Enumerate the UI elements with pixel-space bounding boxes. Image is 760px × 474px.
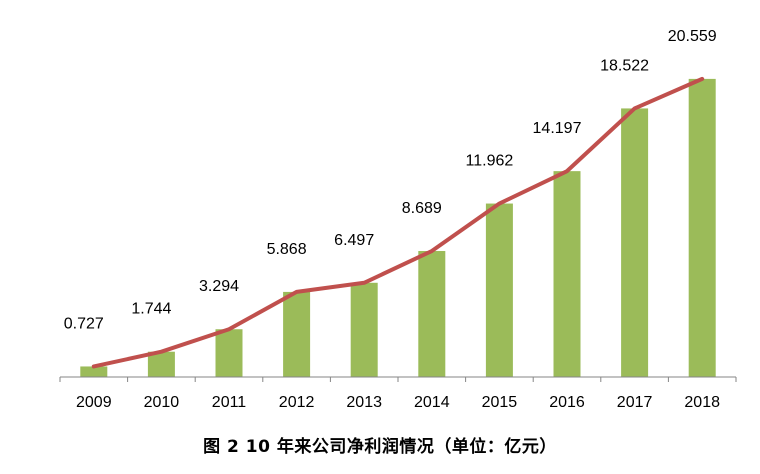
data-label-2009: 0.727: [64, 315, 104, 332]
bar-2013: [350, 282, 378, 377]
bar-2014: [418, 251, 446, 377]
data-label-2018: 20.559: [668, 28, 717, 45]
x-tick-label-2013: 2013: [346, 394, 382, 411]
data-label-2014: 8.689: [402, 200, 442, 217]
x-tick-label-2014: 2014: [414, 394, 450, 411]
x-tick-label-2016: 2016: [549, 394, 585, 411]
data-label-2011: 3.294: [199, 278, 239, 295]
bar-2012: [283, 291, 311, 377]
data-label-2017: 18.522: [600, 57, 649, 74]
x-tick-label-2012: 2012: [279, 394, 315, 411]
data-label-2013: 6.497: [334, 232, 374, 249]
trend-line: [91, 76, 705, 369]
data-label-2012: 5.868: [267, 241, 307, 258]
bar-2016: [553, 171, 581, 377]
x-tick-label-2010: 2010: [144, 394, 180, 411]
data-label-2016: 14.197: [533, 120, 582, 137]
data-label-2010: 1.744: [131, 301, 171, 318]
x-tick-label-2017: 2017: [617, 394, 653, 411]
chart-caption: 图 2 10 年来公司净利润情况（单位：亿元）: [203, 437, 557, 457]
x-tick-label-2009: 2009: [76, 394, 112, 411]
x-tick-label-2018: 2018: [684, 394, 720, 411]
bar-2015: [485, 203, 513, 377]
bar-2010: [147, 351, 175, 377]
bar-2011: [215, 329, 243, 377]
x-tick-label-2015: 2015: [482, 394, 518, 411]
bar-2018: [688, 78, 716, 377]
x-tick-label-2011: 2011: [212, 394, 247, 411]
data-label-2015: 11.962: [466, 153, 514, 170]
bar-2009: [80, 366, 108, 377]
bar-2017: [621, 108, 649, 378]
